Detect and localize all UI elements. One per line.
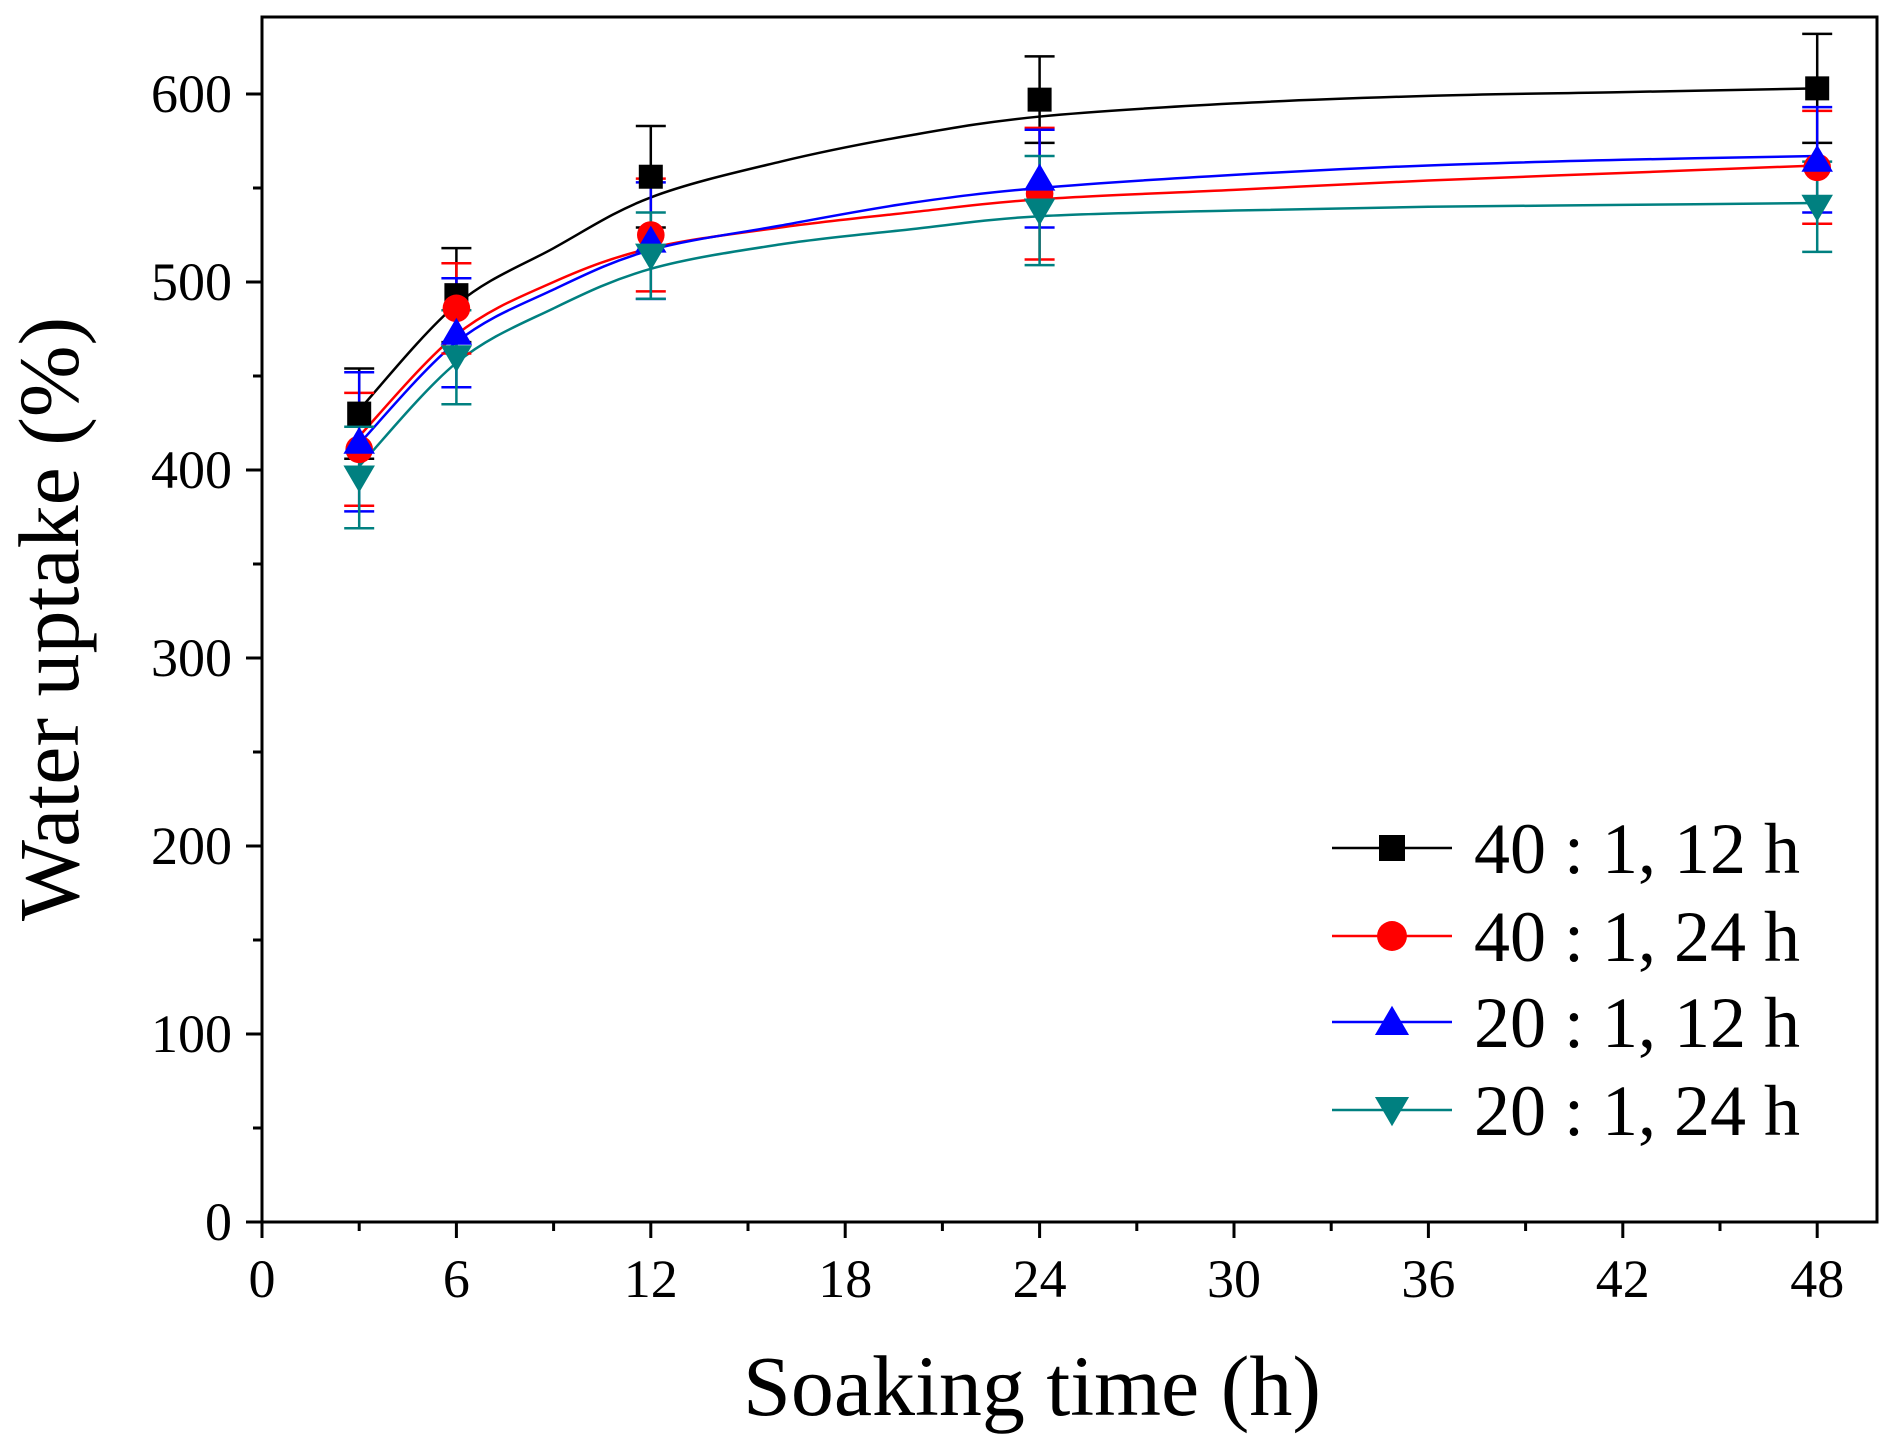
data-point-series-3 — [1801, 144, 1833, 172]
data-point-series-1 — [1805, 76, 1830, 101]
x-tick-label: 48 — [1790, 1249, 1844, 1309]
x-tick-label: 36 — [1401, 1249, 1455, 1309]
data-point-series-4 — [440, 345, 473, 373]
data-point-series-4 — [635, 243, 667, 271]
x-tick-label: 42 — [1596, 1249, 1650, 1309]
legend-item: 40 : 1, 12 h — [1332, 809, 1800, 889]
legend-item: 20 : 1, 24 h — [1332, 1071, 1800, 1151]
legend-marker — [1377, 921, 1407, 951]
error-bars — [344, 32, 1833, 530]
legend-item: 40 : 1, 24 h — [1332, 897, 1800, 977]
x-tick-label: 18 — [818, 1249, 872, 1309]
x-tick-label: 30 — [1207, 1249, 1261, 1309]
legend-label: 20 : 1, 24 h — [1474, 1071, 1800, 1151]
data-point-series-2 — [442, 294, 471, 323]
data-point-series-1 — [1027, 87, 1052, 112]
x-axis-title: Soaking time (h) — [743, 1338, 1321, 1434]
data-point-series-3 — [440, 317, 473, 345]
plot-area-frame — [260, 15, 1879, 1224]
legend-label: 20 : 1, 12 h — [1474, 983, 1800, 1063]
y-tick-label: 500 — [151, 252, 232, 312]
x-tick-label: 6 — [443, 1249, 470, 1309]
data-point-series-1 — [347, 401, 372, 426]
data-point-series-4 — [343, 465, 375, 493]
fit-curve-series-1 — [358, 87, 1818, 411]
x-axis: 0 6 12 18 24 30 36 42 48 — [249, 1222, 1844, 1309]
y-tick-label: 200 — [151, 816, 232, 876]
y-tick-label: 300 — [151, 628, 232, 688]
y-tick-label: 100 — [151, 1004, 232, 1064]
x-tick-label: 24 — [1013, 1249, 1067, 1309]
data-point-series-4 — [1023, 198, 1056, 226]
data-point-series-4 — [1801, 194, 1833, 222]
data-point-series-1 — [638, 164, 663, 189]
x-tick-label: 0 — [249, 1249, 276, 1309]
y-tick-label: 400 — [151, 440, 232, 500]
legend-label: 40 : 1, 24 h — [1474, 897, 1800, 977]
legend-marker — [1374, 1005, 1410, 1035]
y-axis: 0 100 200 300 400 500 600 — [151, 64, 262, 1252]
data-point-series-3 — [343, 426, 375, 454]
legend-label: 40 : 1, 12 h — [1474, 809, 1800, 889]
y-axis-title: Water uptake (%) — [1, 317, 97, 921]
data-point-series-3 — [1023, 163, 1056, 191]
fit-curve-series-2 — [358, 164, 1818, 438]
legend-marker — [1374, 1097, 1410, 1127]
x-tick-label: 12 — [624, 1249, 678, 1309]
data-points — [343, 76, 1833, 493]
legend-item: 20 : 1, 12 h — [1332, 983, 1800, 1063]
fit-curves — [358, 87, 1818, 468]
fit-curve-series-4 — [358, 201, 1818, 468]
legend-marker — [1379, 835, 1405, 861]
y-tick-label: 600 — [151, 64, 232, 124]
y-tick-label: 0 — [205, 1192, 232, 1252]
fit-curve-series-3 — [358, 154, 1818, 445]
legend: 40 : 1, 12 h40 : 1, 24 h20 : 1, 12 h20 :… — [1332, 809, 1800, 1151]
